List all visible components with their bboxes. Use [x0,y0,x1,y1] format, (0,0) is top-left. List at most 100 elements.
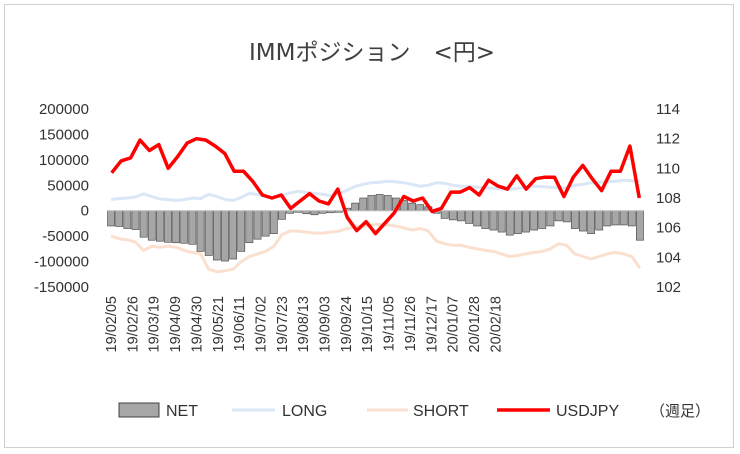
net-bar [587,210,595,234]
net-bar [212,210,221,261]
x-tick-label: 19/12/17 [424,296,440,352]
x-tick-label: 19/02/26 [125,296,141,352]
net-bar [172,210,181,244]
net-bar [188,210,197,245]
x-tick-label: 19/09/24 [339,296,355,352]
net-bar [570,210,579,229]
net-bar [579,210,587,232]
legend-label-short: SHORT [413,403,469,420]
usdjpy-line [110,136,642,236]
net-bar [245,210,254,244]
chart-title: IMMポジション <円> [249,40,495,66]
net-bar [180,210,189,244]
y-right-tick-label: 106 [656,220,681,237]
net-bar [465,210,473,224]
x-tick-label: 20/02/18 [488,296,504,352]
x-tick-label: 19/08/13 [296,296,312,352]
x-tick-label: 19/06/11 [232,296,248,351]
net-bar [595,210,604,231]
net-bar [310,210,319,216]
y-right-tick-label: 108 [656,190,681,207]
series-short [110,222,642,274]
net-bar [359,197,368,212]
net-bar [522,210,530,233]
net-bar [481,210,490,229]
y-right-tick-label: 112 [656,131,680,148]
net-bar [416,204,425,212]
x-tick-label: 19/11/05 [382,296,398,351]
net-bar [164,210,172,243]
x-tick-label: 20/01/07 [446,296,462,352]
short-line [110,222,642,274]
legend-note: （週足） [650,402,710,420]
legend-swatch-net [118,402,160,418]
net-bar [204,210,213,256]
net-bar [546,210,555,227]
x-tick-label: 19/10/15 [360,296,376,352]
net-bar [636,210,644,241]
legend-label-long: LONG [282,403,327,420]
net-bar [107,210,115,227]
net-bar [514,210,522,234]
net-bar [457,210,465,222]
x-tick-label: 19/03/19 [147,296,163,352]
y-right-tick-label: 104 [656,249,681,266]
legend: NET LONG SHORT USDJPY （週足） [118,402,710,420]
series-net [107,194,644,262]
net-bar [448,210,457,221]
x-tick-label: 19/11/26 [403,296,419,351]
y-axis-left: 200000 150000 100000 50000 0 -50000 -100000 -15… [34,101,89,296]
x-tick-label: 19/04/09 [168,296,184,352]
net-bar [554,210,563,222]
x-tick-label: 19/05/21 [211,296,227,352]
legend-label-usdjpy: USDJPY [556,403,619,420]
y-left-tick-label: 0 [81,203,89,220]
net-bar [473,210,482,227]
x-tick-label: 20/01/28 [467,296,483,352]
net-bar [156,210,164,242]
y-left-tick-label: -150000 [34,279,89,296]
y-right-tick-label: 102 [656,279,681,296]
net-bar [123,210,132,229]
x-axis: 19/02/05 19/02/26 19/03/19 19/04/09 19/04/30… [104,296,504,352]
y-right-tick-label: 110 [656,160,680,177]
net-bar [221,210,229,262]
x-tick-label: 19/04/30 [189,296,205,352]
x-tick-label: 19/09/03 [318,296,334,352]
y-left-tick-label: 200000 [39,101,89,118]
net-bar [229,210,237,260]
net-bar [115,210,124,227]
long-line [110,178,640,202]
net-bar [261,210,270,237]
net-bar [375,194,384,212]
series-usdjpy [110,136,642,236]
net-bar [237,210,246,252]
net-bar [408,202,416,212]
net-bar [269,210,278,234]
y-left-tick-label: 100000 [39,152,89,169]
y-right-tick-label: 114 [656,101,680,118]
net-bar [278,210,286,220]
y-left-tick-label: 50000 [47,177,89,194]
y-left-tick-label: -50000 [42,228,89,245]
net-bar [505,210,514,236]
net-bar [489,210,498,231]
y-left-tick-label: -100000 [34,254,89,271]
net-bar [627,210,636,227]
x-tick-label: 19/07/02 [254,296,270,352]
net-bar [603,210,612,227]
net-bar [147,210,156,241]
x-tick-label: 19/02/05 [104,296,120,352]
y-axis-right: 114 112 110 108 106 104 102 [656,101,681,296]
net-bar [196,210,205,252]
net-bar [351,202,360,212]
legend-label-net: NET [166,403,198,420]
net-bar [367,195,376,212]
net-bar [619,210,628,226]
net-bar [497,210,506,233]
net-bar [440,210,449,219]
series-long [110,178,640,202]
net-bar [538,210,547,229]
net-bar [530,210,539,231]
